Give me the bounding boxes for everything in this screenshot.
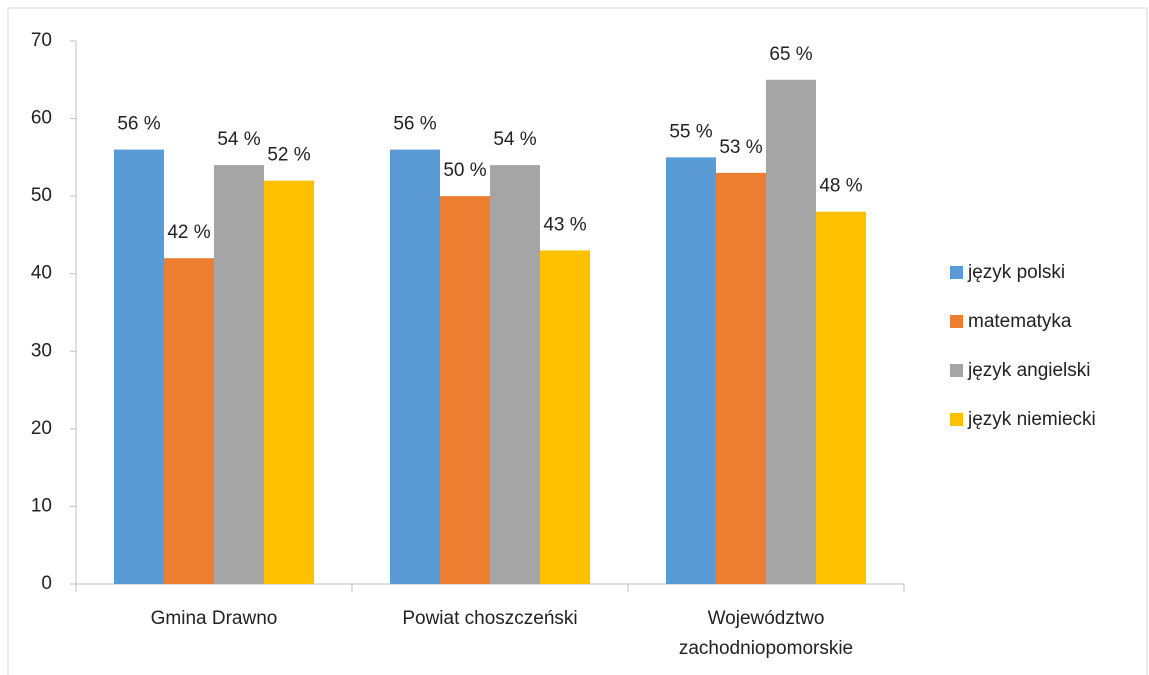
legend-label: język polski	[967, 262, 1065, 283]
bar	[114, 149, 164, 584]
data-label: 65 %	[769, 44, 812, 65]
bar	[214, 165, 264, 584]
bar	[816, 211, 866, 584]
x-tick-label: Województwo zachodniopomorskie	[678, 608, 854, 659]
legend-swatch	[950, 364, 963, 377]
y-tick-label: 40	[31, 263, 52, 284]
legend-swatch	[950, 315, 963, 328]
legend-label: matematyka	[968, 311, 1072, 332]
y-tick-label: 30	[31, 340, 52, 361]
data-label: 53 %	[719, 137, 762, 158]
bar	[766, 79, 816, 585]
bar	[490, 165, 540, 584]
y-tick-label: 0	[41, 573, 52, 594]
bar	[666, 157, 716, 584]
legend-swatch	[950, 266, 963, 279]
y-tick-label: 70	[31, 30, 52, 51]
bar	[390, 149, 440, 584]
legend-label: język angielski	[967, 360, 1091, 381]
data-label: 55 %	[669, 121, 712, 142]
data-label: 42 %	[167, 222, 210, 243]
legend-label: język niemiecki	[967, 409, 1096, 430]
y-tick-label: 20	[31, 418, 52, 439]
data-label: 48 %	[819, 176, 862, 197]
bar	[716, 172, 766, 584]
bar	[264, 180, 314, 584]
x-tick-label: Gmina Drawno	[150, 608, 278, 629]
y-tick-label: 60	[31, 108, 52, 129]
bar	[440, 196, 490, 584]
y-tick-label: 10	[31, 495, 52, 516]
data-label: 50 %	[443, 160, 486, 181]
y-tick-label: 50	[31, 185, 52, 206]
legend-swatch	[950, 413, 963, 426]
bar	[540, 250, 590, 584]
data-label: 54 %	[217, 129, 260, 150]
data-label: 43 %	[543, 214, 586, 235]
x-tick-label: Powiat choszczeński	[402, 608, 578, 629]
bar	[164, 258, 214, 584]
data-label: 56 %	[393, 114, 436, 135]
data-label: 56 %	[117, 114, 160, 135]
data-label: 52 %	[267, 145, 310, 166]
data-label: 54 %	[493, 129, 536, 150]
chart-border	[7, 7, 1148, 675]
